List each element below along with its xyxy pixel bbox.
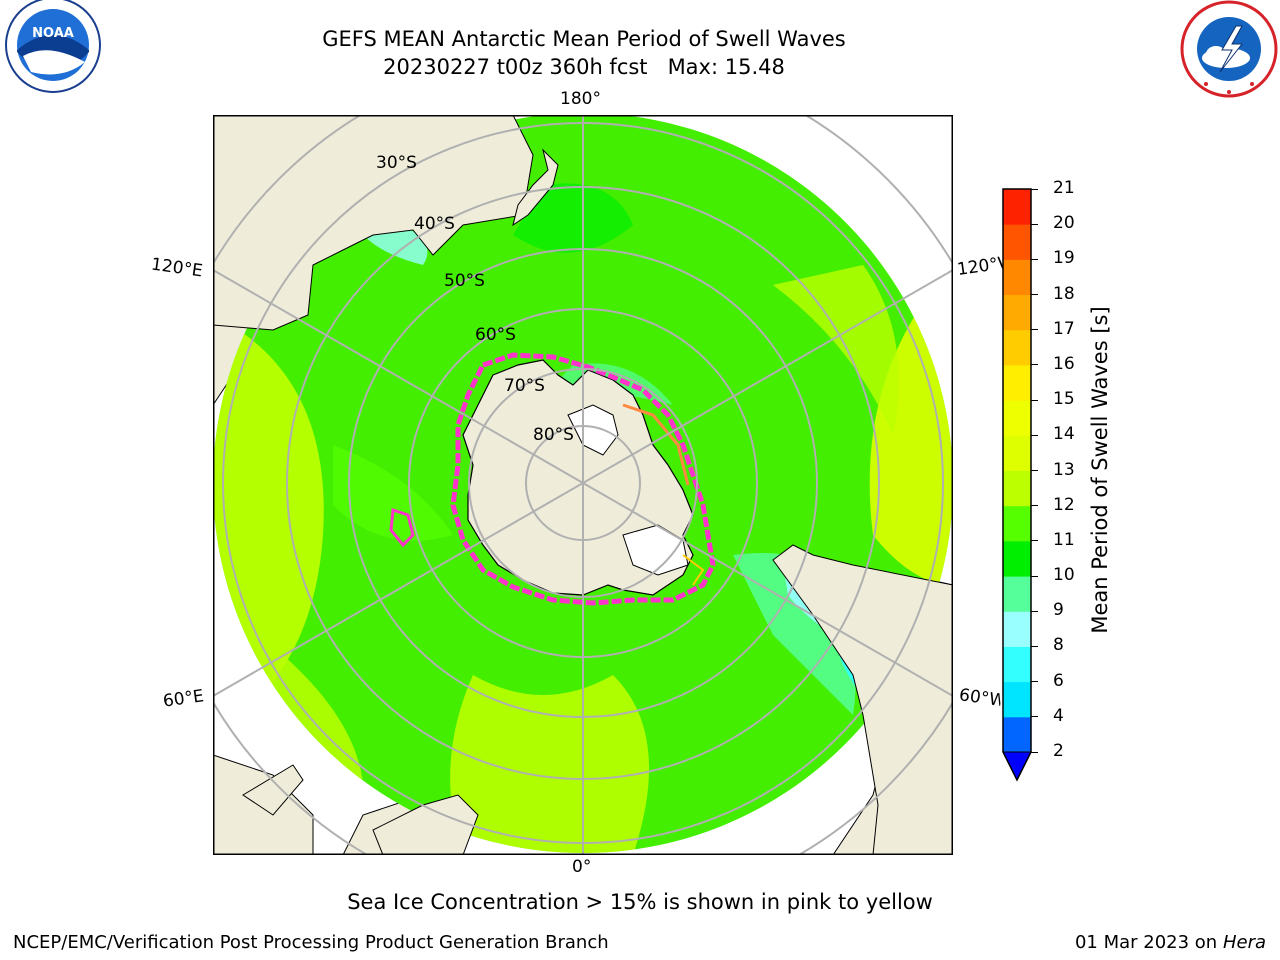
- colorbar-segment: [1003, 259, 1031, 296]
- colorbar-segment: [1003, 646, 1031, 683]
- colorbar: [1002, 188, 1032, 782]
- colorbar-tick-label: 11: [1053, 529, 1075, 550]
- colorbar-segment: [1003, 329, 1031, 366]
- lon-label-180: 180°: [560, 89, 601, 109]
- lat-label-80s: 80°S: [533, 425, 574, 445]
- colorbar-tick-label: 6: [1053, 670, 1064, 691]
- colorbar-tick-label: 15: [1053, 389, 1075, 410]
- colorbar-tick-mark: [1031, 575, 1038, 577]
- noaa-logo-text: NOAA: [32, 26, 74, 41]
- colorbar-tick-mark: [1031, 645, 1038, 647]
- colorbar-tick-mark: [1031, 399, 1038, 401]
- colorbar-segment: [1003, 681, 1031, 718]
- colorbar-segment: [1003, 716, 1031, 753]
- colorbar-tick-label: 9: [1053, 600, 1064, 621]
- lat-label-40s: 40°S: [414, 214, 455, 234]
- colorbar-tick-label: 19: [1053, 248, 1075, 269]
- colorbar-extend-arrow: [1002, 751, 1032, 782]
- colorbar-tick-mark: [1031, 751, 1038, 753]
- lat-label-50s: 50°S: [444, 271, 485, 291]
- colorbar-tick-mark: [1031, 505, 1038, 507]
- credit-date: 01 Mar 2023 on: [1074, 932, 1218, 953]
- colorbar-tick-mark: [1031, 223, 1038, 225]
- colorbar-segment: [1003, 364, 1031, 401]
- noaa-logo: NOAA: [3, 0, 103, 100]
- lat-label-60s: 60°S: [475, 325, 516, 345]
- lon-label-120e: 120°E: [149, 254, 204, 282]
- lat-label-70s: 70°S: [504, 376, 545, 396]
- sea-ice-note: Sea Ice Concentration > 15% is shown in …: [347, 890, 933, 914]
- colorbar-tick-label: 2: [1053, 741, 1064, 761]
- colorbar-tick-mark: [1031, 329, 1038, 331]
- lon-label-60w: 60°W: [957, 685, 1003, 711]
- colorbar-tick-label: 8: [1053, 635, 1064, 656]
- map-subtitle: 20230227 t00z 360h fcst Max: 15.48: [383, 55, 785, 79]
- colorbar-segment: [1003, 435, 1031, 471]
- colorbar-tick-mark: [1031, 294, 1038, 296]
- colorbar-tick-label: 12: [1053, 494, 1075, 515]
- colorbar-segment: [1003, 400, 1031, 436]
- colorbar-tick-label: 13: [1053, 459, 1075, 480]
- colorbar-tick-mark: [1031, 434, 1038, 436]
- credit-machine: Hera: [1222, 932, 1266, 953]
- colorbar-segment: [1003, 576, 1031, 612]
- colorbar-tick-mark: [1031, 470, 1038, 471]
- colorbar-segment: [1003, 224, 1031, 260]
- credit-left: NCEP/EMC/Verification Post Processing Pr…: [13, 932, 609, 953]
- lon-label-60e: 60°E: [161, 686, 206, 712]
- colorbar-tick-mark: [1031, 610, 1038, 612]
- colorbar-segment: [1003, 611, 1031, 647]
- colorbar-tick-mark: [1031, 364, 1038, 366]
- colorbar-tick-label: 16: [1053, 353, 1075, 374]
- colorbar-segment: [1003, 470, 1031, 507]
- credit-right: 01 Mar 2023 on Hera: [1075, 932, 1266, 953]
- colorbar-segment: [1003, 294, 1031, 331]
- nws-logo: [1180, 0, 1278, 98]
- colorbar-tick-mark: [1031, 716, 1038, 718]
- colorbar-segment: [1003, 540, 1031, 577]
- colorbar-tick-label: 18: [1053, 283, 1075, 304]
- map-title: GEFS MEAN Antarctic Mean Period of Swell…: [322, 27, 846, 51]
- colorbar-tick-mark: [1031, 540, 1038, 542]
- colorbar-segment: [1003, 505, 1031, 542]
- lat-label-30s: 30°S: [376, 153, 417, 173]
- colorbar-tick-mark: [1031, 188, 1038, 190]
- colorbar-title: Mean Period of Swell Waves [s]: [1088, 306, 1112, 634]
- colorbar-tick-label: 4: [1053, 705, 1064, 726]
- colorbar-tick-label: 17: [1053, 318, 1075, 339]
- polar-map: [213, 115, 953, 855]
- colorbar-tick-label: 14: [1053, 424, 1075, 445]
- colorbar-tick-label: 20: [1053, 213, 1075, 234]
- colorbar-tick-mark: [1031, 681, 1038, 683]
- colorbar-tick-label: 21: [1053, 178, 1075, 198]
- colorbar-tick-mark: [1031, 258, 1038, 260]
- colorbar-tick-label: 10: [1053, 565, 1075, 586]
- colorbar-segment: [1003, 189, 1031, 225]
- lon-label-0: 0°: [572, 857, 592, 877]
